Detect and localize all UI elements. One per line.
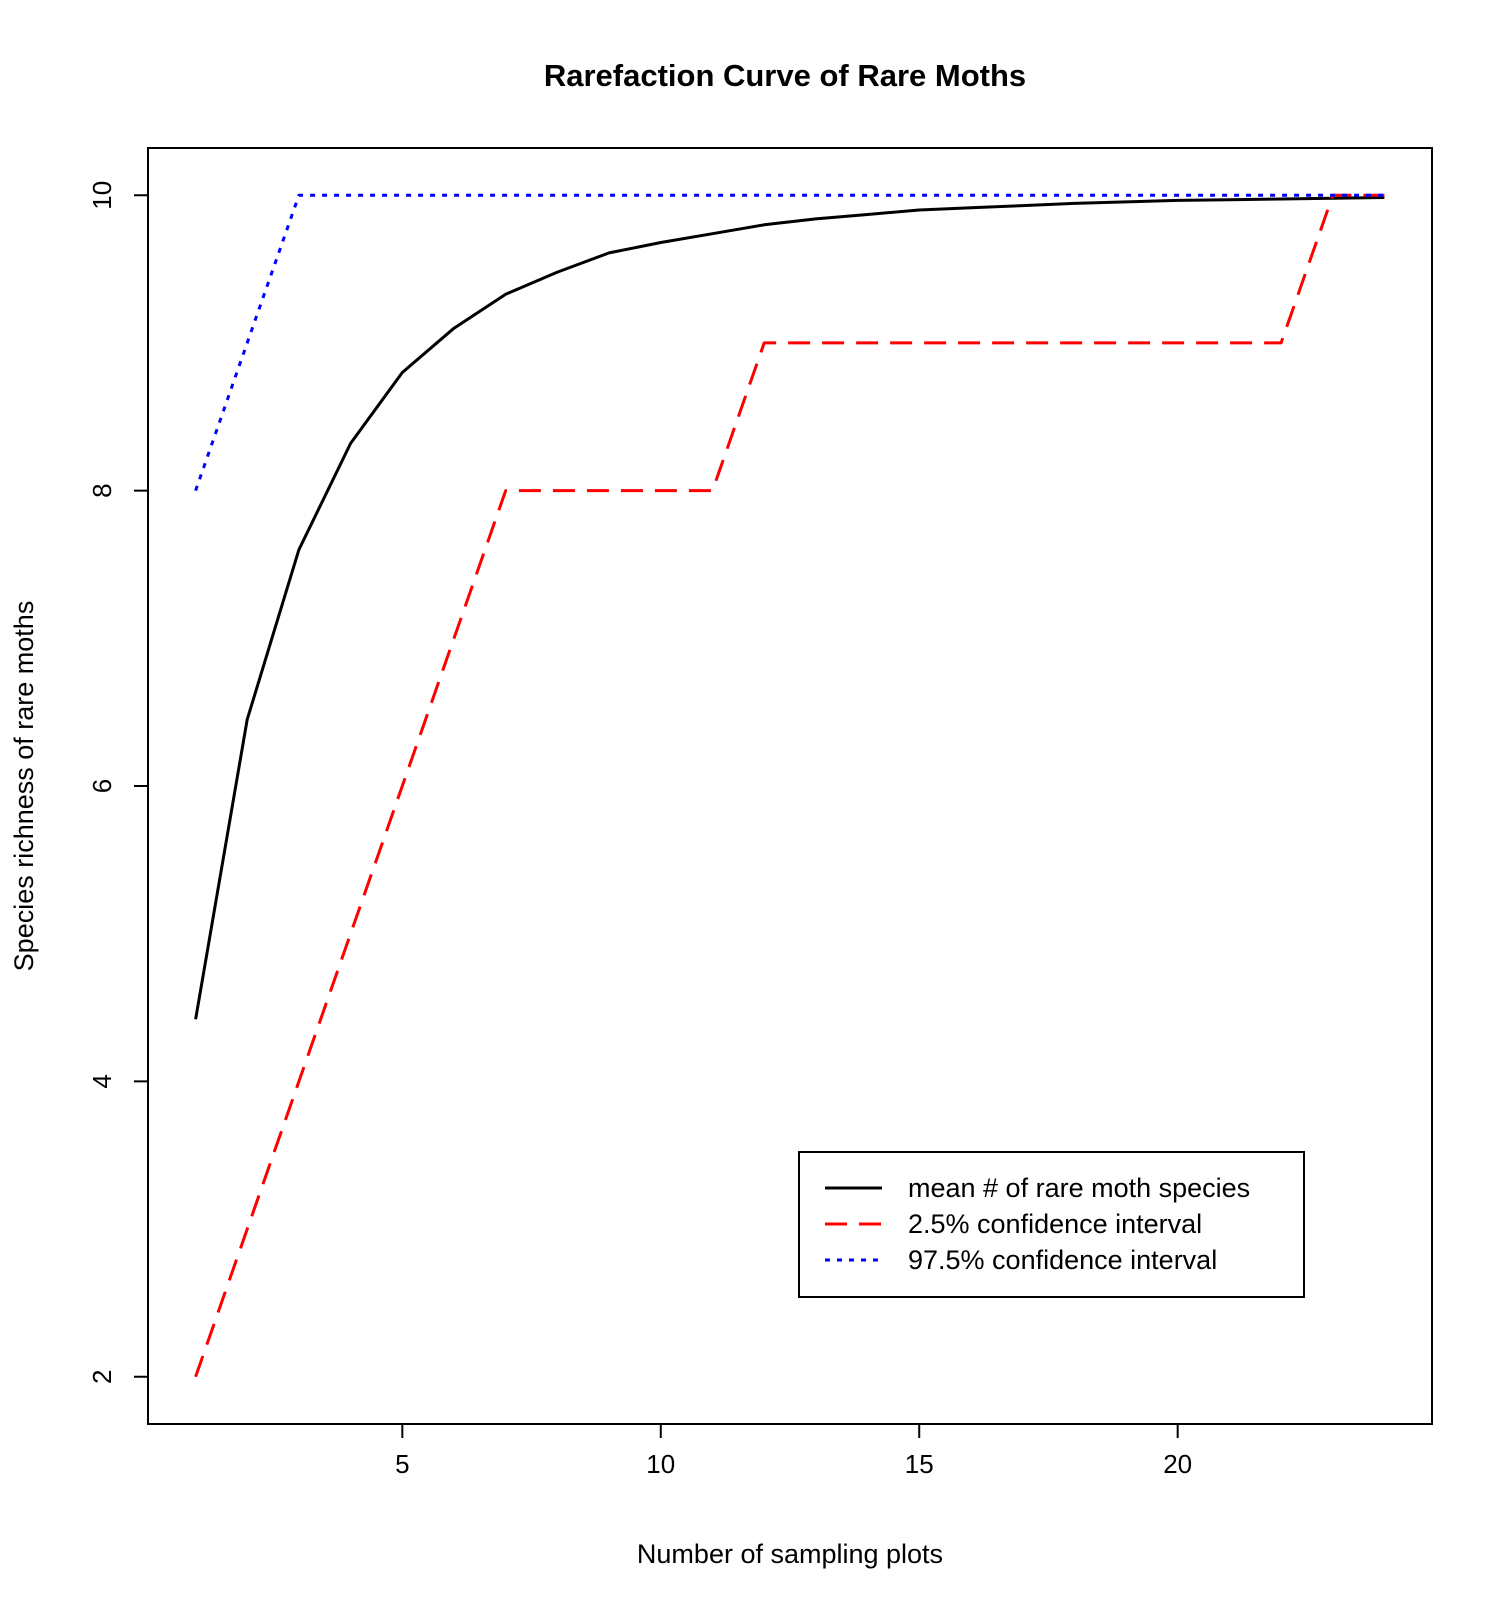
y-axis: 2 4 6 8 10: [87, 181, 149, 1384]
y-tick-label: 10: [87, 181, 117, 210]
legend-box: [798, 1151, 1305, 1298]
y-tick-label: 4: [87, 1074, 117, 1088]
x-axis: 5 10 15 20: [395, 1423, 1192, 1479]
x-tick-label: 10: [646, 1449, 675, 1479]
series-layer: [194, 193, 1385, 1378]
y-tick-label: 8: [87, 483, 117, 497]
series-line-3: [194, 193, 1385, 492]
legend-label-1: mean # of rare moth species: [908, 1173, 1250, 1203]
legend-label-2: 2.5% confidence interval: [908, 1209, 1202, 1239]
legend: mean # of rare moth species 2.5% confiden…: [798, 1151, 1305, 1298]
chart-title: Rarefaction Curve of Rare Moths: [544, 58, 1026, 93]
x-axis-label: Number of sampling plots: [637, 1539, 943, 1569]
series-line-1: [194, 196, 1385, 1020]
y-axis-label: Species richness of rare moths: [9, 601, 39, 972]
legend-items: mean # of rare moth species 2.5% confiden…: [825, 1173, 1250, 1275]
x-tick-label: 20: [1163, 1449, 1192, 1479]
legend-label-3: 97.5% confidence interval: [908, 1245, 1217, 1275]
x-tick-label: 5: [395, 1449, 409, 1479]
x-tick-label: 15: [905, 1449, 934, 1479]
y-tick-label: 6: [87, 779, 117, 793]
y-tick-label: 2: [87, 1370, 117, 1384]
series-line-2: [194, 193, 1385, 1378]
